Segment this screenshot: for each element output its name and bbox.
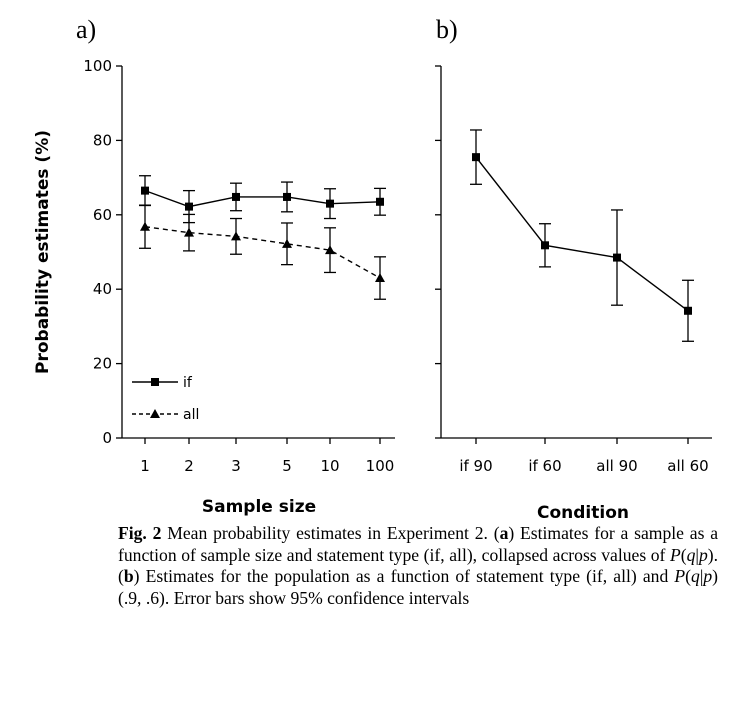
x-tick-label: 3 bbox=[231, 457, 241, 475]
caption-text: | bbox=[699, 566, 704, 586]
caption-text: ) Estimates for a sample as a function o… bbox=[118, 523, 719, 565]
y-tick-label: 60 bbox=[93, 206, 112, 224]
data-point bbox=[231, 231, 241, 241]
series-line-series-0 bbox=[475, 156, 689, 312]
caption-math: P bbox=[670, 544, 681, 565]
caption-text: ) Estimates for the population as a func… bbox=[133, 566, 675, 586]
data-point bbox=[283, 192, 291, 201]
caption-panel-a-ref: a bbox=[499, 523, 509, 543]
caption-fig-label: Fig. 2 bbox=[118, 523, 162, 543]
data-point bbox=[613, 253, 621, 262]
caption-text: ) (.9, .6). Error bars show 95% confiden… bbox=[118, 566, 718, 608]
panel-label-a: a) bbox=[76, 15, 96, 44]
y-axis-title-a: Probability estimates (%) bbox=[33, 130, 53, 374]
data-point bbox=[282, 238, 292, 248]
panel-b: b) Condition if 90 if 60 all 90 all 60 bbox=[435, 15, 712, 520]
panel-label-b: b) bbox=[436, 15, 458, 44]
caption-math: p bbox=[698, 544, 708, 565]
data-point bbox=[141, 186, 149, 195]
data-point bbox=[232, 192, 240, 201]
figure-caption: Fig. 2 Mean probability estimates in Exp… bbox=[118, 523, 718, 609]
caption-math: q bbox=[691, 566, 700, 586]
y-tick-label: 80 bbox=[93, 131, 112, 149]
figure: a) Probability estimates (%) Sample size… bbox=[33, 15, 712, 520]
caption-math: q bbox=[686, 544, 696, 565]
y-tick-label: 20 bbox=[93, 355, 112, 373]
legend-marker-all bbox=[150, 409, 160, 418]
caption-text: Mean probability estimates in Experiment… bbox=[161, 523, 500, 543]
caption-math: p bbox=[703, 566, 713, 586]
y-tick-label: 40 bbox=[93, 280, 112, 298]
data-point bbox=[140, 221, 150, 231]
legend-marker-if bbox=[151, 378, 159, 386]
x-axis-title-a: Sample size bbox=[202, 497, 316, 517]
legend-a: if all bbox=[132, 375, 199, 423]
x-tick-label: if 90 bbox=[459, 457, 492, 475]
caption-panel-b-ref: b bbox=[123, 566, 134, 586]
x-tick-label: 100 bbox=[366, 457, 395, 475]
x-tick-label: 10 bbox=[320, 457, 339, 475]
legend-label-all: all bbox=[183, 407, 199, 423]
caption-text: ). ( bbox=[118, 544, 718, 587]
x-tick-label: if 60 bbox=[528, 457, 561, 475]
panel-a: a) Probability estimates (%) Sample size… bbox=[33, 15, 395, 517]
y-tick-label: 100 bbox=[83, 57, 112, 75]
x-tick-label: 5 bbox=[282, 457, 292, 475]
caption-text: ( bbox=[685, 566, 692, 586]
data-point bbox=[376, 197, 384, 206]
series-line-all bbox=[144, 226, 381, 279]
data-point bbox=[472, 153, 480, 162]
x-tick-label: 1 bbox=[140, 457, 150, 475]
data-point bbox=[184, 227, 194, 237]
legend-label-if: if bbox=[183, 375, 193, 391]
y-tick-label: 0 bbox=[102, 429, 112, 447]
x-tick-label: all 60 bbox=[667, 457, 708, 475]
data-point bbox=[541, 241, 549, 250]
x-tick-label: 2 bbox=[184, 457, 194, 475]
data-point bbox=[185, 202, 193, 211]
caption-math: P bbox=[674, 566, 686, 586]
data-point bbox=[326, 199, 334, 208]
caption-text: ( bbox=[680, 544, 687, 565]
data-point bbox=[325, 245, 335, 255]
data-point bbox=[684, 306, 692, 315]
data-point bbox=[375, 273, 385, 283]
x-tick-label: all 90 bbox=[596, 457, 637, 475]
x-axis-title-b: Condition bbox=[537, 503, 629, 520]
series-line-if bbox=[144, 189, 381, 208]
caption-text: | bbox=[695, 544, 699, 565]
